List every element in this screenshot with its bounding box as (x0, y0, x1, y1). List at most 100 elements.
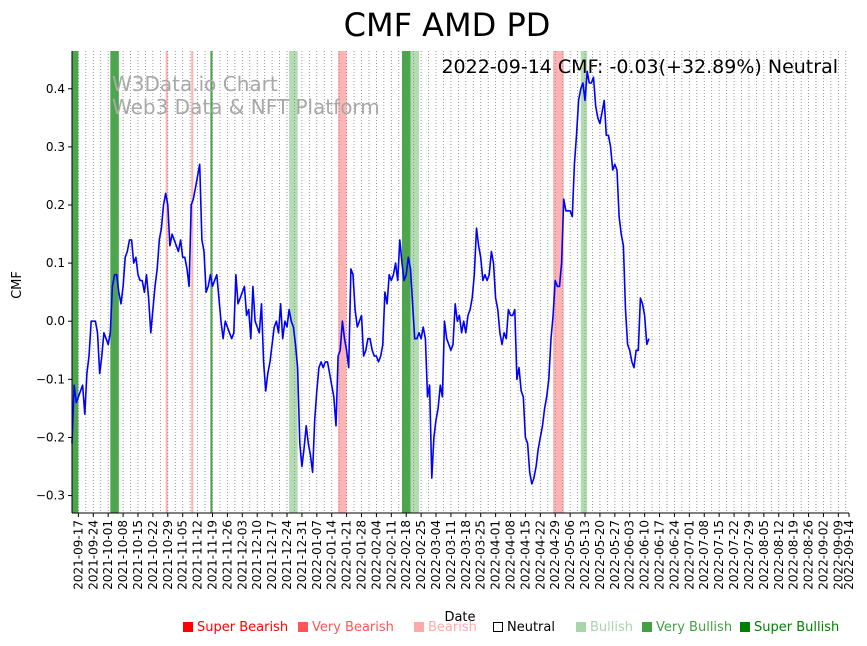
y-tick-label: −0.2 (36, 430, 65, 444)
region-bearish-2 (165, 51, 168, 513)
legend-label: Super Bearish (197, 620, 289, 635)
x-tick-label: 2022-05-20 (593, 520, 607, 590)
x-tick-label: 2022-09-02 (816, 520, 830, 590)
y-axis-ticks: −0.3 −0.2 −0.1 0.0 0.1 0.2 0.3 0.4 (36, 82, 72, 503)
cmf-series-line (71, 70, 650, 485)
legend-item-very-bearish: Very Bearish (298, 620, 394, 635)
x-tick-label: 2022-09-14 (842, 520, 856, 590)
chart-title: CMF AMD PD (344, 6, 551, 44)
x-tick-label: 2022-01-28 (355, 520, 369, 590)
x-tick-label: 2021-10-01 (101, 520, 115, 590)
legend-swatch (298, 622, 308, 632)
legend-swatch (493, 622, 503, 632)
x-tick-label: 2022-05-06 (563, 520, 577, 590)
y-tick-label: −0.1 (36, 372, 65, 386)
legend-label: Neutral (507, 620, 555, 635)
x-tick-label: 2022-03-04 (429, 520, 443, 590)
y-tick-label: 0.1 (46, 256, 65, 270)
x-gridlines (77, 51, 847, 513)
x-tick-label: 2022-07-22 (727, 520, 741, 590)
x-tick-label: 2022-02-04 (369, 520, 383, 590)
legend-swatch (576, 622, 586, 632)
region-bearish-6 (338, 51, 347, 513)
x-tick-label: 2022-07-01 (682, 520, 696, 590)
y-tick-label: −0.3 (36, 489, 65, 503)
x-tick-label: 2022-03-11 (444, 520, 458, 590)
x-tick-label: 2022-06-10 (638, 520, 652, 590)
annotation-text: 2022-09-14 CMF: -0.03(+32.89%) Neutral (441, 56, 838, 78)
y-tick-label: 0.4 (46, 82, 65, 96)
region-bullish-8 (410, 51, 419, 513)
x-tick-label: 2022-08-05 (757, 520, 771, 590)
legend-item-bullish: Bullish (576, 620, 633, 635)
x-tick-label: 2022-01-21 (340, 520, 354, 590)
x-axis-ticks: 2021-09-17 2021-09-24 2021-10-01 2021-10-08… (71, 513, 856, 590)
legend-swatch (740, 622, 750, 632)
region-bearish-3 (191, 51, 194, 513)
x-tick-label: 2021-11-26 (220, 520, 234, 590)
x-tick-label: 2021-12-10 (250, 520, 264, 590)
legend-label: Bearish (428, 620, 477, 635)
y-axis-label: CMF (10, 271, 25, 299)
legend-label: Super Bullish (754, 620, 840, 635)
x-tick-label: 2022-01-14 (325, 520, 339, 590)
x-tick-label: 2022-04-29 (548, 520, 562, 590)
region-very_bullish-0 (72, 51, 79, 513)
watermark-line-1: W3Data.io Chart (112, 72, 278, 96)
x-tick-label: 2022-02-11 (384, 520, 398, 590)
x-tick-label: 2022-02-25 (414, 520, 428, 590)
region-bullish-5 (289, 51, 298, 513)
x-tick-label: 2021-10-08 (116, 520, 130, 590)
region-bearish-9 (553, 51, 564, 513)
legend-item-bearish: Bearish (414, 620, 477, 635)
legend-item-super-bullish: Super Bullish (740, 620, 839, 635)
legend-swatch (414, 622, 424, 632)
x-tick-label: 2022-04-15 (518, 520, 532, 590)
legend-swatch (183, 622, 193, 632)
legend-item-super-bearish: Super Bearish (183, 620, 288, 635)
x-tick-label: 2022-03-25 (474, 520, 488, 590)
watermark-line-2: Web3 Data & NFT Platform (112, 95, 380, 119)
y-tick-label: 0.2 (46, 198, 65, 212)
x-tick-label: 2021-12-03 (235, 520, 249, 590)
x-tick-label: 2022-06-03 (623, 520, 637, 590)
region-very_bullish-1 (110, 51, 119, 513)
x-tick-label: 2022-02-18 (399, 520, 413, 590)
x-tick-label: 2022-09-09 (831, 520, 845, 590)
x-tick-label: 2022-06-17 (653, 520, 667, 590)
x-tick-label: 2021-11-12 (191, 520, 205, 590)
x-tick-label: 2022-08-12 (772, 520, 786, 590)
x-tick-label: 2021-10-15 (131, 520, 145, 590)
x-tick-label: 2022-04-01 (489, 520, 503, 590)
x-tick-label: 2022-08-26 (802, 520, 816, 590)
shaded-regions (72, 51, 588, 513)
x-tick-label: 2021-09-24 (86, 520, 100, 590)
x-tick-label: 2021-10-29 (161, 520, 175, 590)
x-tick-label: 2022-07-29 (742, 520, 756, 590)
x-tick-label: 2021-12-31 (295, 520, 309, 590)
x-tick-label: 2022-04-08 (504, 520, 518, 590)
x-tick-label: 2022-07-08 (697, 520, 711, 590)
x-tick-label: 2021-12-24 (280, 520, 294, 590)
legend: Super Bearish Very Bearish Bearish Neutral B… (0, 620, 867, 638)
x-tick-label: 2021-09-17 (71, 520, 85, 590)
x-axis-label: Date (444, 610, 475, 625)
legend-label: Bullish (590, 620, 634, 635)
x-tick-label: 2022-08-19 (787, 520, 801, 590)
legend-swatch (642, 622, 652, 632)
x-tick-label: 2022-03-18 (459, 520, 473, 590)
y-tick-label: 0.0 (46, 314, 65, 328)
x-tick-label: 2022-01-07 (310, 520, 324, 590)
legend-label: Very Bearish (312, 620, 394, 635)
x-tick-label: 2021-11-05 (176, 520, 190, 590)
x-tick-label: 2022-05-27 (608, 520, 622, 590)
legend-item-very-bullish: Very Bullish (642, 620, 732, 635)
x-tick-label: 2021-12-17 (265, 520, 279, 590)
legend-label: Very Bullish (656, 620, 733, 635)
x-tick-label: 2022-04-22 (533, 520, 547, 590)
y-tick-label: 0.3 (46, 140, 65, 154)
x-tick-label: 2022-07-15 (712, 520, 726, 590)
x-tick-label: 2021-11-19 (205, 520, 219, 590)
x-tick-label: 2021-10-22 (146, 520, 160, 590)
region-bullish-10 (580, 51, 588, 513)
